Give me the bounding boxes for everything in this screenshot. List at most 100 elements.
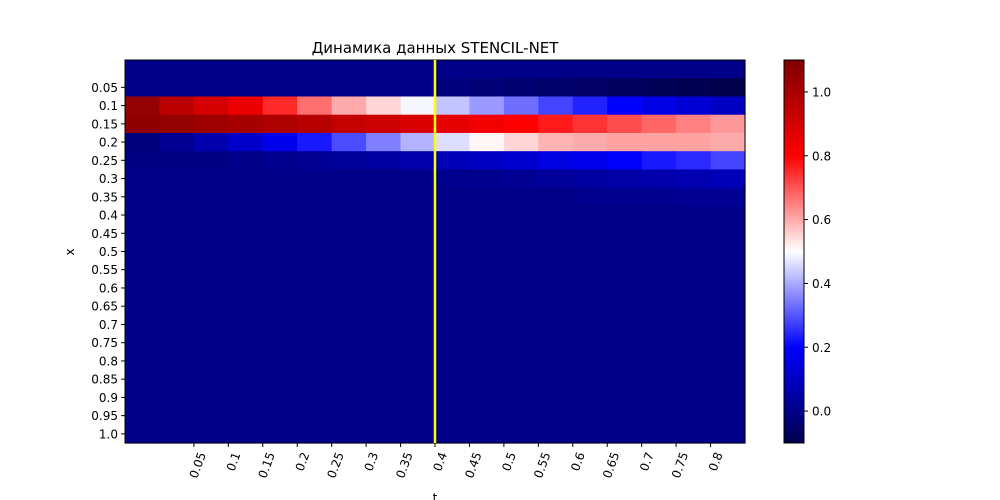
heatmap-cell [538,260,574,280]
heatmap-cell [435,60,471,79]
heatmap-cell [607,132,643,152]
heatmap-cell [366,297,402,316]
heatmap-cell [710,242,746,262]
heatmap-cell [228,60,264,79]
heatmap-cell [262,260,298,280]
heatmap-cell [262,406,298,426]
heatmap-cell [366,370,402,389]
heatmap-cell [676,132,712,152]
x-axis-ticks: 0.05 0.1 0.15 0.2 0.25 0.3 0.35 0.4 0.45 0.5 0.55 0… [187,443,726,480]
heatmap-cell [193,96,229,116]
heatmap-cell [297,187,333,207]
heatmap-cell [297,169,333,189]
heatmap-cell [262,169,298,189]
heatmap-cell [572,278,608,298]
heatmap-cell [538,351,574,371]
heatmap-cell [400,187,436,207]
heatmap-cell [193,351,229,371]
heatmap-cell [710,114,746,134]
heatmap-cell [331,96,367,116]
heatmap-cell [435,132,471,152]
heatmap-cell [159,224,195,243]
heatmap-cell [676,60,712,79]
heatmap-cell [538,406,574,426]
heatmap-cell [607,351,643,371]
heatmap-cell [435,114,471,134]
heatmap-cell [400,388,436,408]
heatmap-cell [435,424,471,444]
y-axis-label: x [63,248,77,255]
heatmap-cell [538,333,574,353]
y-tick-label: 0.3 [99,172,118,186]
heatmap-cell [607,315,643,335]
heatmap-cell [297,351,333,371]
heatmap-cell [193,224,229,243]
heatmap-cell [228,132,264,152]
y-tick-label: 0.35 [91,190,118,204]
heatmap-cell [538,205,574,225]
heatmap-cell [159,205,195,225]
heatmap-cell [710,297,746,316]
heatmap-cell [641,205,677,225]
heatmap-cell [676,351,712,371]
x-tick-label: 0.1 [224,450,244,473]
heatmap-cell [193,406,229,426]
heatmap-cell [331,333,367,353]
heatmap-cell [435,242,471,262]
heatmap-cell [228,424,264,444]
heatmap-cell [159,333,195,353]
heatmap-cell [572,333,608,353]
heatmap-cell [469,260,505,280]
heatmap-cell [710,278,746,298]
heatmap-cell [400,205,436,225]
heatmap-cell [262,187,298,207]
heatmap-cell [297,424,333,444]
y-tick-label: 0.75 [91,336,118,350]
heatmap-cell [676,315,712,335]
x-tick-label: 0.75 [669,450,691,480]
heatmap-cell [262,351,298,371]
heatmap-cell [641,424,677,444]
heatmap-cell [331,370,367,389]
heatmap-cell [331,297,367,316]
heatmap-cell [538,96,574,116]
heatmap-cell [262,151,298,171]
heatmap-cell [641,187,677,207]
heatmap-cell [676,333,712,353]
heatmap-cell [331,224,367,243]
heatmap-cell [607,96,643,116]
heatmap-cell [228,260,264,280]
heatmap-cell [469,96,505,116]
heatmap-cell [435,224,471,243]
heatmap-cell [503,424,539,444]
heatmap-cell [297,333,333,353]
heatmap-cell [676,388,712,408]
heatmap-cell [572,315,608,335]
heatmap-cell [676,96,712,116]
heatmap-cell [125,406,161,426]
heatmap-cell [228,406,264,426]
heatmap-cell [607,406,643,426]
heatmap-cell [193,370,229,389]
heatmap-cell [676,297,712,316]
heatmap-cell [607,242,643,262]
heatmap-cell [503,297,539,316]
heatmap-cell [125,278,161,298]
heatmap-cell [125,333,161,353]
heatmap-cell [503,151,539,171]
heatmap-cell [159,370,195,389]
y-tick-label: 0.4 [99,209,118,223]
heatmap-cell [676,187,712,207]
heatmap-cell [400,260,436,280]
heatmap-cell [125,370,161,389]
heatmap-cell [538,114,574,134]
heatmap-cell [435,370,471,389]
heatmap-cell [607,224,643,243]
heatmap-cell [366,242,402,262]
heatmap-cell [676,169,712,189]
heatmap-cell [435,406,471,426]
heatmap-cell [297,78,333,98]
x-tick-label: 0.15 [256,450,278,480]
heatmap-cell [435,278,471,298]
x-tick-label: 0.55 [531,450,553,480]
